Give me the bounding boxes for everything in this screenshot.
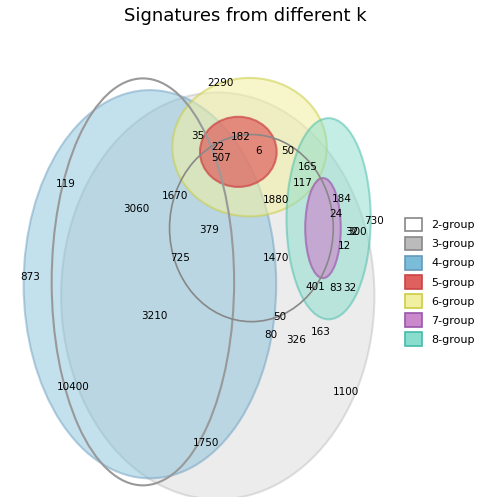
Text: 326: 326 xyxy=(286,335,306,345)
Text: 50: 50 xyxy=(273,312,286,322)
Text: 10400: 10400 xyxy=(56,382,89,392)
Ellipse shape xyxy=(286,118,371,320)
Text: 24: 24 xyxy=(330,209,343,219)
Ellipse shape xyxy=(24,90,276,478)
Text: 300: 300 xyxy=(347,227,366,237)
Text: 401: 401 xyxy=(305,282,325,291)
Text: 1880: 1880 xyxy=(263,195,289,205)
Text: 873: 873 xyxy=(20,272,40,282)
Text: 1750: 1750 xyxy=(193,438,219,448)
Text: 182: 182 xyxy=(231,132,251,142)
Text: 730: 730 xyxy=(364,216,385,226)
Text: 22: 22 xyxy=(212,142,225,152)
Text: 163: 163 xyxy=(311,327,331,337)
Ellipse shape xyxy=(200,117,277,187)
Text: 32: 32 xyxy=(345,227,358,237)
Text: 6: 6 xyxy=(255,146,262,156)
Text: 165: 165 xyxy=(298,162,318,172)
Ellipse shape xyxy=(305,178,341,278)
Text: 1100: 1100 xyxy=(333,387,359,397)
Text: 12: 12 xyxy=(337,241,351,251)
Ellipse shape xyxy=(61,92,374,499)
Text: 2290: 2290 xyxy=(207,78,233,88)
Text: 117: 117 xyxy=(292,178,312,187)
Text: 3060: 3060 xyxy=(123,205,149,214)
Title: Signatures from different k: Signatures from different k xyxy=(124,7,367,25)
Ellipse shape xyxy=(172,78,327,216)
Text: 1670: 1670 xyxy=(161,192,188,201)
Text: 379: 379 xyxy=(200,225,219,235)
Text: 50: 50 xyxy=(281,146,294,156)
Text: 725: 725 xyxy=(170,254,190,264)
Text: 119: 119 xyxy=(56,178,76,188)
Text: 184: 184 xyxy=(332,194,352,204)
Text: 80: 80 xyxy=(264,330,277,340)
Text: 3210: 3210 xyxy=(142,310,168,321)
Legend: 2-group, 3-group, 4-group, 5-group, 6-group, 7-group, 8-group: 2-group, 3-group, 4-group, 5-group, 6-gr… xyxy=(401,213,479,350)
Text: 1470: 1470 xyxy=(263,254,289,264)
Text: 507: 507 xyxy=(211,153,231,163)
Text: 32: 32 xyxy=(343,283,356,293)
Text: 83: 83 xyxy=(330,283,343,293)
Text: 35: 35 xyxy=(192,131,205,141)
